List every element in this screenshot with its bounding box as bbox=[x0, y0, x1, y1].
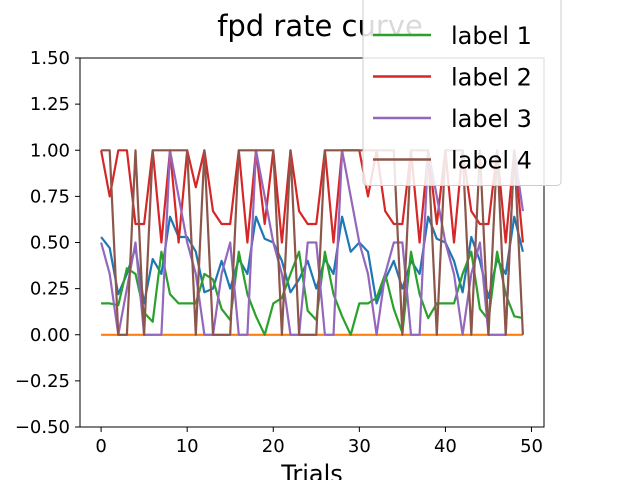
x-axis-title: Trials bbox=[280, 460, 343, 480]
y-tick-label: 1.00 bbox=[30, 140, 70, 161]
legend-entry: label 3 bbox=[451, 105, 532, 133]
x-tick-label: 20 bbox=[262, 436, 285, 457]
y-tick-label: 0.75 bbox=[30, 186, 70, 207]
legend-box bbox=[362, 0, 562, 186]
y-axis: −0.50 −0.25 0.00 0.25 0.50 0.75 1.00 1.25 1.50 bbox=[15, 48, 80, 438]
series-line-4 bbox=[100, 149, 524, 336]
y-tick-label: 1.25 bbox=[30, 94, 70, 115]
x-tick-label: 0 bbox=[95, 436, 106, 457]
series-line-2 bbox=[101, 250, 524, 336]
y-tick-label: −0.50 bbox=[15, 417, 70, 438]
legend: label 1 label 2 label 3 label 4 bbox=[362, 0, 562, 186]
y-tick-label: 1.50 bbox=[30, 48, 70, 69]
y-tick-label: 0.00 bbox=[30, 325, 70, 346]
x-tick-label: 40 bbox=[434, 436, 457, 457]
series-line-0 bbox=[100, 215, 524, 305]
y-tick-label: 0.50 bbox=[30, 233, 70, 254]
x-tick-label: 30 bbox=[348, 436, 371, 457]
y-tick-label: 0.25 bbox=[30, 279, 70, 300]
x-tick-label: 50 bbox=[520, 436, 543, 457]
series-line-3 bbox=[100, 149, 524, 244]
legend-entry: label 2 bbox=[451, 64, 532, 92]
x-axis: 0 10 20 30 40 50 bbox=[95, 427, 543, 457]
legend-entry: label 4 bbox=[451, 147, 532, 175]
legend-entry: label 1 bbox=[451, 22, 532, 50]
x-tick-label: 10 bbox=[176, 436, 199, 457]
y-tick-label: −0.25 bbox=[15, 371, 70, 392]
